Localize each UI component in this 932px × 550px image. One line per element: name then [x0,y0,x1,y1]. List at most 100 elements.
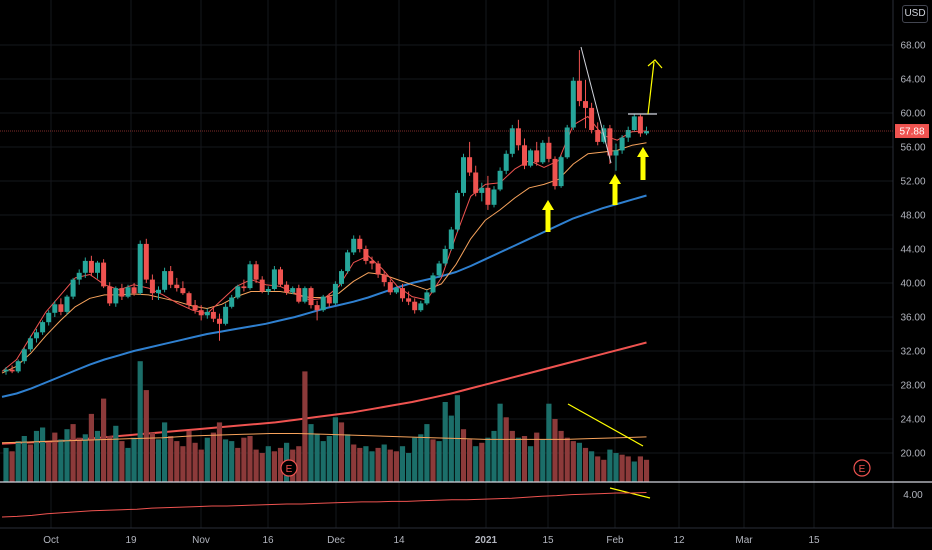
candle-body [515,128,521,146]
candle [332,281,338,306]
volume-bar [308,424,314,482]
candle [387,279,393,295]
candle-body [88,260,94,273]
candle [107,282,113,306]
volume-bar [265,446,271,482]
indicator-tick-label: 4.00 [903,490,923,501]
candle [52,300,58,317]
candle [162,267,168,293]
volume-bar [94,430,101,482]
candle [357,235,363,253]
candle [589,102,595,134]
price-tick-label: 36.00 [900,313,925,324]
candle-body [381,274,387,283]
volume-bar [271,451,277,482]
volume-bar [406,453,412,482]
candle [204,308,210,319]
volume-bar [436,441,442,482]
candle [393,286,399,295]
candle-body [393,288,399,293]
currency-badge[interactable]: USD [902,5,928,23]
candle-body [595,130,601,142]
yellow-up-arrow [542,200,554,232]
indicator-line [1,492,647,518]
volume-bar [58,439,64,482]
candle [442,245,448,266]
price-axis: 68.00 64.00 60.00 56.00 52.00 48.00 44.00 40.00… [900,41,925,460]
volume-bar [15,441,21,482]
candle [131,283,137,296]
candle-body [412,301,418,311]
candle [369,256,375,270]
yellow-projection-head [647,59,663,69]
candle [46,310,52,326]
candle [381,271,387,287]
volume-bar [546,403,552,482]
candle [40,320,46,335]
candle [186,291,192,309]
candle-body [235,286,241,298]
volume-bar [485,437,491,482]
candle [95,260,100,279]
candle [125,284,131,299]
candle-body [522,145,527,166]
time-tick-label: 14 [393,535,405,546]
indicator-axis: 4.00 [903,490,923,501]
candle-body [339,271,344,284]
candle [180,281,186,295]
candle [509,124,515,158]
earnings-marker-2[interactable]: E [853,459,871,477]
candle [418,300,424,312]
candle [534,141,540,166]
volume-bar [412,437,418,482]
price-tick-label: 56.00 [900,143,925,154]
candle [345,249,351,274]
candle-body [345,252,351,272]
candle-body [9,369,15,372]
candle-body [107,286,113,304]
volume-bar [3,447,9,482]
volume-bar [82,434,88,482]
candle-body [461,157,466,193]
candle [259,276,265,294]
volume-bar [473,446,479,482]
volume-bar [381,444,387,482]
volume-bar [326,436,332,482]
candle-body [424,292,430,304]
candle [583,79,588,129]
volume-bar [564,437,570,482]
volume-bar [430,439,436,482]
candle [522,138,527,170]
drawing-annotations [542,46,663,499]
candle [296,284,302,304]
candle [540,140,546,164]
candle [21,347,27,364]
last-price-marker [895,124,929,139]
volume-bar [332,417,338,482]
volume-bar [631,461,637,482]
volume-bar [320,441,326,482]
volume-bar [76,437,82,482]
candle [454,190,460,232]
candle [631,113,637,132]
volume-bar [88,413,94,482]
volume-bar [101,398,107,482]
candle [119,283,125,300]
volume-bar [467,439,473,482]
last-price-label: 57.88 [899,127,924,138]
candle [308,286,314,309]
candle-body [485,187,491,205]
candle-body [534,150,540,163]
candle-body [21,349,27,362]
time-axis: Oct 19 Nov 16 Dec 14 2021 15 Feb 12 Mar 15 [43,535,820,546]
volume-bar [131,437,137,482]
candle [528,148,534,168]
candle [400,283,405,302]
volume-bar [345,434,351,482]
volume-bar [338,422,345,482]
volume-bar [174,441,180,482]
candle-body [162,271,168,290]
earnings-marker-1[interactable]: E [280,459,298,477]
candle [113,286,119,307]
